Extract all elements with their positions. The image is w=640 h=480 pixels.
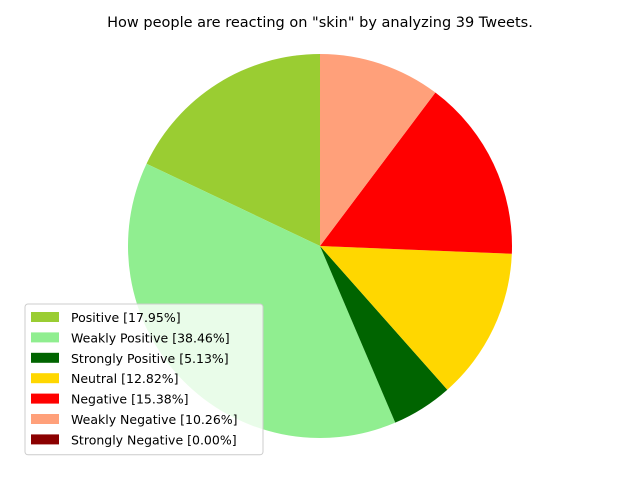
legend-label-neutral: Neutral [12.82%] [71,371,179,386]
legend-swatch-positive [31,312,59,322]
chart-legend: Positive [17.95%] Weakly Positive [38.46%… [24,303,264,456]
pie-slice-neutral [320,246,512,390]
legend-swatch-weakly-positive [31,332,59,343]
legend-swatch-neutral [31,373,59,384]
pie-slice-negative [320,92,512,254]
legend-swatch-weakly-negative [31,414,59,424]
legend-swatch-strongly-positive [31,352,59,363]
pie-slice-positive [146,54,320,246]
legend-label-weakly-positive: Weakly Positive [38.46%] [71,330,230,345]
legend-label-negative: Negative [15.38%] [71,392,189,407]
pie-slice-weakly-negative [320,54,436,246]
legend-label-strongly-positive: Strongly Positive [5.13%] [71,351,229,366]
legend-box [24,303,264,456]
legend-swatch-negative [31,393,59,404]
legend-label-positive: Positive [17.95%] [71,310,181,325]
legend-label-strongly-negative: Strongly Negative [0.00%] [71,432,237,447]
chart-title: How people are reacting on "skin" by ana… [107,15,533,31]
pie-slice-strongly-positive [320,246,448,423]
legend-swatch-strongly-negative [31,434,59,445]
legend-label-weakly-negative: Weakly Negative [10.26%] [71,412,238,427]
